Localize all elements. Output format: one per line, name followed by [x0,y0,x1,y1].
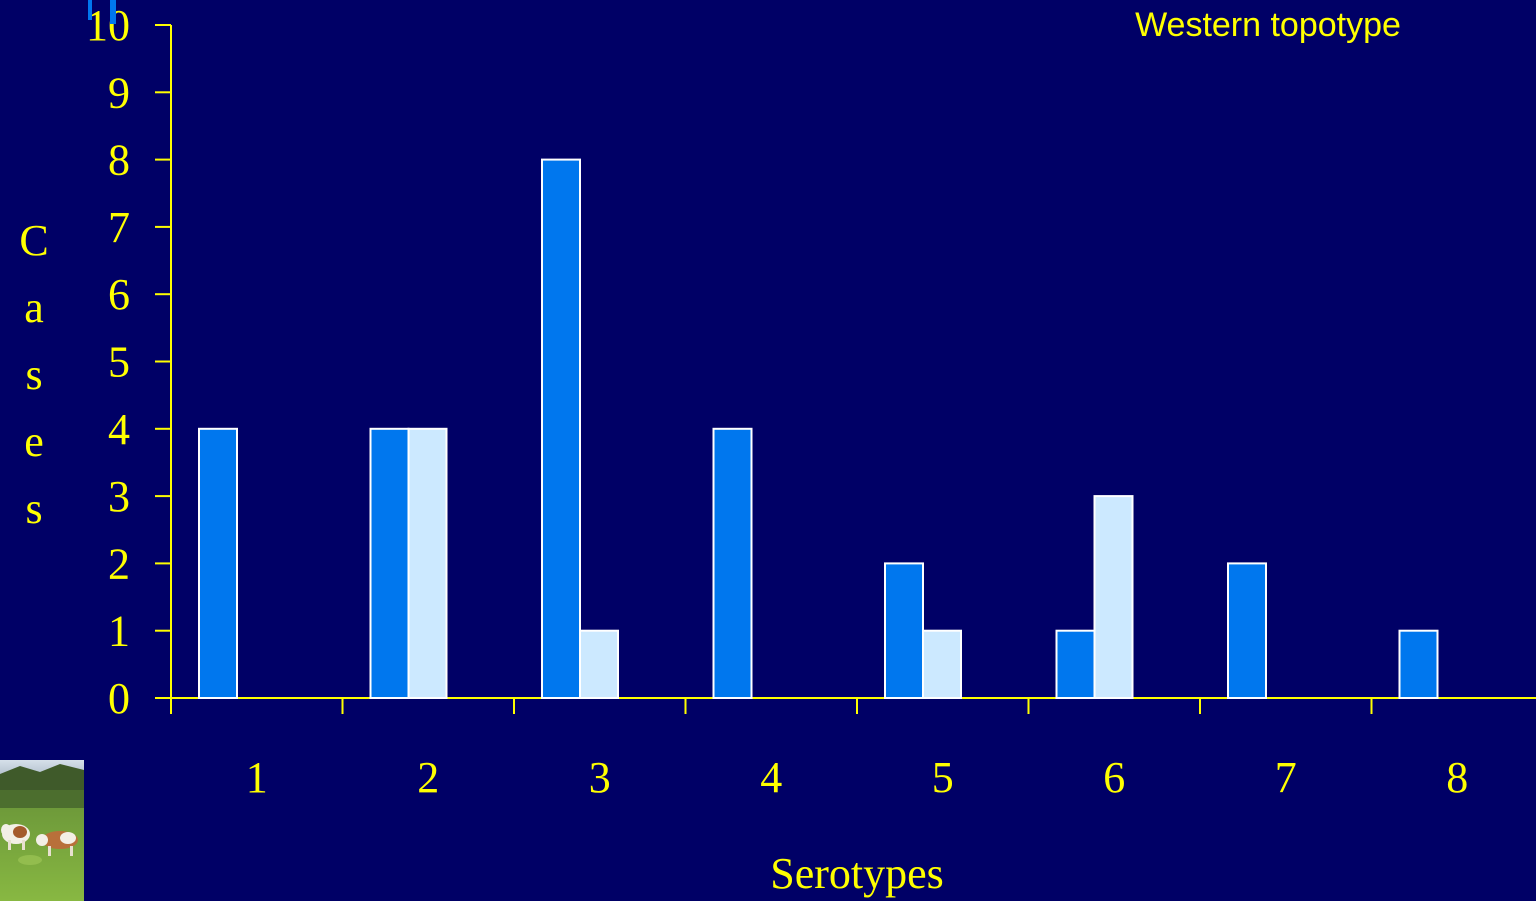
chart-axes [155,25,1536,699]
x-tick-label: 4 [760,753,782,802]
cows-in-meadow-photo [0,760,84,901]
y-axis-label-char: C [19,216,48,265]
y-tick-label: 3 [108,472,130,521]
bar-series2-cat5 [922,629,962,700]
x-tick-label: 2 [417,753,439,802]
y-axis-label-char: e [24,417,44,466]
x-tick-label: 8 [1446,753,1468,802]
chart-subtitle: Western topotype [1135,6,1401,44]
y-tick-label: 8 [108,136,130,185]
bar-series1-cat1 [198,427,238,699]
bar-series2-cat2 [407,427,448,699]
y-tick-label: 1 [108,607,130,656]
y-tick-label: 4 [108,405,130,454]
corner-mark [88,0,92,20]
bar-series1-cat8 [1398,629,1439,700]
x-tick-label: 7 [1275,753,1297,802]
y-axis-label-char: a [24,283,44,332]
y-tick-label: 5 [108,338,130,387]
x-tick-label: 3 [589,753,611,802]
bar-series1-cat3 [541,158,581,700]
bars [198,158,1439,700]
bar-series1-cat6 [1055,629,1096,700]
y-tick-label: 2 [108,539,130,588]
x-tick-label: 5 [932,753,954,802]
x-ticks: 1 2 3 4 5 6 7 8 [170,698,1468,802]
x-tick-label: 6 [1103,753,1125,802]
corner-mark [110,0,116,24]
y-tick-label: 7 [108,203,130,252]
bar-series1-cat4 [712,427,753,699]
y-tick-label: 9 [108,68,130,117]
bar-series1-cat2 [369,427,410,699]
bar-series1-cat7 [1227,562,1267,700]
y-axis-label-char: s [25,350,42,399]
x-axis-label: Serotypes [770,849,944,898]
x-tick-label: 1 [246,753,268,802]
y-tick-label: 0 [108,674,130,723]
bar-series2-cat3 [579,629,619,700]
y-tick-label: 6 [108,270,130,319]
y-ticks: 0 1 2 3 4 5 6 7 8 9 10 [86,1,171,723]
bar-series2-cat6 [1093,495,1134,699]
bar-series1-cat5 [884,562,924,700]
y-axis-label-char: s [25,484,42,533]
y-tick-label: 10 [86,1,130,50]
